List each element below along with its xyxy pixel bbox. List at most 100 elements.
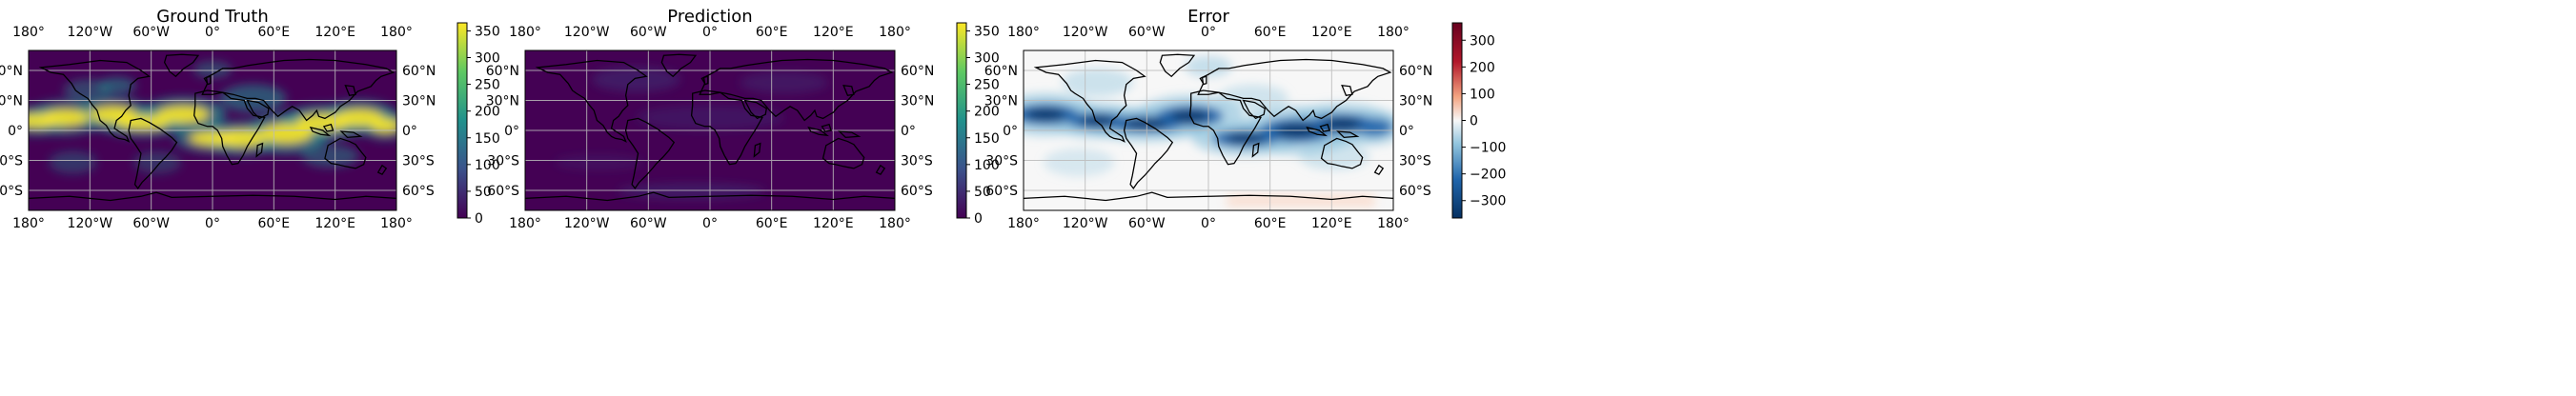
colorbar-gradient — [456, 22, 468, 219]
lon-label-top: 60°E — [756, 25, 788, 40]
colorbar-tick-label: 150 — [974, 131, 1000, 147]
lat-label-left: 30°S — [985, 154, 1018, 169]
colorbar-tick-label: 300 — [974, 51, 1000, 67]
lon-label-bottom: 120°W — [1063, 216, 1108, 231]
colorbar: 0 50 100 150 200 250 300 350 — [456, 22, 500, 227]
lon-label-top: 0° — [702, 25, 718, 40]
lat-label-left: 60°S — [487, 184, 519, 199]
colorbar-tick-label: 350 — [974, 24, 1000, 39]
lat-label-right: 0° — [402, 124, 417, 139]
lat-label-right: 30°S — [901, 154, 933, 169]
map-panel-2: Prediction 180° 180° 120°W 120°W 60°W 60°W 0° 0°… — [486, 7, 1000, 231]
colorbar-tick-label: 150 — [475, 131, 500, 147]
lon-label-bottom: 60°W — [132, 216, 170, 231]
colorbar-tick-label: −100 — [1470, 141, 1506, 156]
lon-label-top: 180° — [1377, 25, 1410, 40]
lon-label-bottom: 120°W — [564, 216, 610, 231]
lon-label-bottom: 180° — [380, 216, 413, 231]
lat-label-left: 60°S — [985, 184, 1018, 199]
lon-label-bottom: 120°E — [813, 216, 854, 231]
colorbar-tick-label: 100 — [475, 158, 500, 173]
lat-label-right: 0° — [901, 124, 916, 139]
lat-label-right: 60°S — [901, 184, 933, 199]
lon-label-bottom: 0° — [1201, 216, 1216, 231]
lon-label-bottom: 0° — [205, 216, 220, 231]
lon-label-top: 180° — [1007, 25, 1040, 40]
lon-label-bottom: 60°E — [257, 216, 290, 231]
lat-label-right: 30°S — [1399, 154, 1431, 169]
lon-label-bottom: 180° — [879, 216, 911, 231]
lon-label-top: 60°W — [1128, 25, 1166, 40]
lon-label-top: 180° — [380, 25, 413, 40]
lon-label-top: 60°E — [257, 25, 290, 40]
lat-label-right: 60°S — [1399, 184, 1431, 199]
colorbar-gradient — [1451, 22, 1463, 219]
colorbar: −300 −200 −100 0 100 200 300 — [1451, 22, 1506, 219]
map-frame — [28, 50, 397, 211]
colorbar-tick-label: 50 — [475, 185, 492, 200]
lon-label-top: 60°W — [132, 25, 170, 40]
colorbar-tick-label: 200 — [475, 105, 500, 120]
lat-label-right: 30°N — [1399, 94, 1432, 109]
colorbar-tick-label: 300 — [1470, 33, 1495, 49]
lon-label-top: 120°E — [1311, 25, 1352, 40]
panel-title: Error — [1187, 7, 1229, 27]
map-frame — [524, 50, 896, 211]
lon-label-bottom: 180° — [1377, 216, 1410, 231]
lat-label-right: 30°N — [402, 94, 436, 109]
lon-label-top: 120°E — [314, 25, 355, 40]
lon-label-bottom: 180° — [509, 216, 541, 231]
colorbar-tick-label: −300 — [1470, 194, 1506, 209]
lat-label-left: 30°N — [486, 94, 519, 109]
lon-label-top: 0° — [205, 25, 220, 40]
lat-label-left: 0° — [504, 124, 519, 139]
lat-label-left: 30°S — [487, 154, 519, 169]
graticule — [525, 50, 895, 210]
lat-label-left: 30°S — [0, 154, 23, 169]
lon-label-bottom: 120°E — [314, 216, 355, 231]
lon-label-top: 0° — [1201, 25, 1216, 40]
lat-label-left: 30°N — [0, 94, 23, 109]
lon-label-top: 120°W — [1063, 25, 1108, 40]
colorbar-tick-label: 0 — [974, 211, 983, 227]
lat-label-left: 60°N — [0, 64, 23, 79]
lon-label-top: 60°E — [1254, 25, 1287, 40]
colorbar-tick-label: 0 — [475, 211, 483, 227]
lat-label-right: 60°N — [901, 64, 934, 79]
lon-label-bottom: 60°W — [1128, 216, 1166, 231]
colorbar-tick-label: 100 — [974, 158, 1000, 173]
colorbar-tick-label: 0 — [1470, 114, 1478, 129]
colorbar-tick-label: 300 — [475, 51, 500, 67]
lon-label-top: 60°W — [630, 25, 667, 40]
colorbar-tick-label: 250 — [974, 78, 1000, 93]
lat-label-right: 30°N — [901, 94, 934, 109]
lat-label-left: 60°S — [0, 184, 23, 199]
lat-label-left: 30°N — [984, 94, 1018, 109]
map-frame — [1023, 50, 1394, 211]
lat-label-right: 60°S — [402, 184, 435, 199]
lon-label-bottom: 180° — [12, 216, 45, 231]
lat-label-left: 60°N — [486, 64, 519, 79]
map-panel-1: Ground Truth 180° 180° 120°W 120°W 60°W 60°W 0°… — [0, 7, 500, 231]
colorbar-tick-label: 250 — [475, 78, 500, 93]
colorbar-gradient — [956, 22, 967, 219]
lon-label-top: 120°W — [68, 25, 113, 40]
lat-label-left: 0° — [1003, 124, 1018, 139]
lat-label-right: 30°S — [402, 154, 435, 169]
lon-label-bottom: 60°E — [1254, 216, 1287, 231]
lon-label-bottom: 120°E — [1311, 216, 1352, 231]
lon-label-top: 180° — [12, 25, 45, 40]
lon-label-top: 120°E — [813, 25, 854, 40]
colorbar-tick-label: 50 — [974, 185, 991, 200]
colorbar-tick-label: −200 — [1470, 168, 1506, 183]
lon-label-bottom: 60°W — [630, 216, 667, 231]
lat-label-right: 60°N — [1399, 64, 1432, 79]
lon-label-top: 180° — [509, 25, 541, 40]
lat-label-right: 60°N — [402, 64, 436, 79]
lat-label-right: 0° — [1399, 124, 1414, 139]
lon-label-bottom: 120°W — [68, 216, 113, 231]
lon-label-bottom: 0° — [702, 216, 718, 231]
panel-title: Prediction — [667, 7, 752, 27]
colorbar: 0 50 100 150 200 250 300 350 — [956, 22, 1000, 227]
